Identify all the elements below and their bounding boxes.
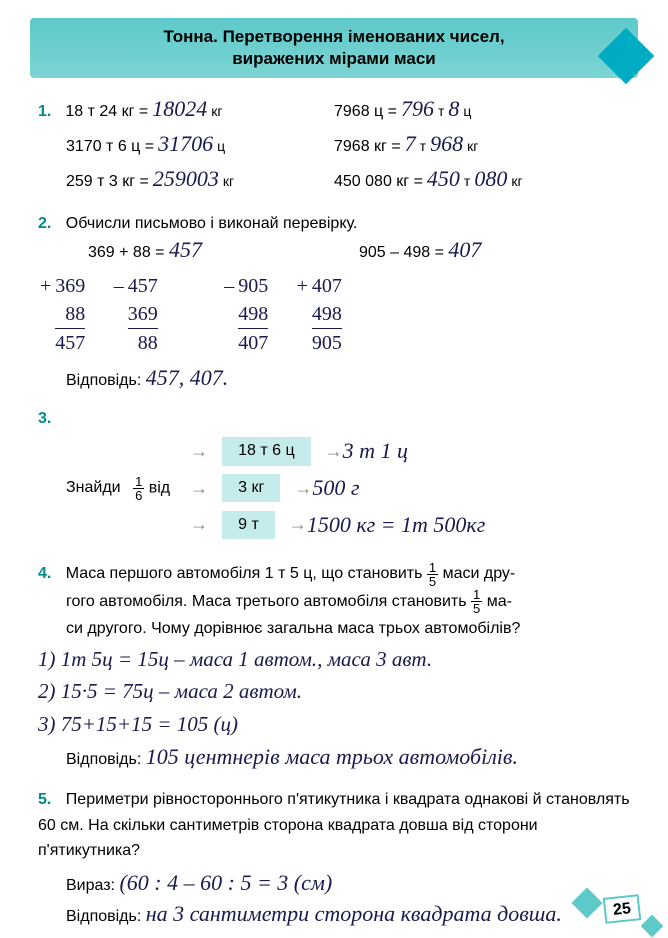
t1-r1-h2: 968 [430, 129, 463, 160]
t5-text: Периметри рівностороннього п'ятикутника … [38, 791, 630, 859]
task-2: 2. Обчисли письмово і виконай перевірку.… [38, 213, 630, 394]
t1-r0-h2: 8 [448, 94, 459, 125]
t4-t1: Маса першого автомобіля 1 т 5 ц, що стан… [66, 565, 423, 582]
t2-ans-label: Відповідь: [66, 372, 141, 389]
t4-s1: 1) 1т 5ц = 15ц – маса 1 автом., маса 3 а… [38, 645, 630, 674]
calc-1: +36988457 [40, 272, 85, 357]
task5-num: 5. [38, 791, 51, 808]
t3-r2: 1500 кг = 1т 500кг [307, 510, 485, 541]
t1-l2-h: 259003 [153, 164, 219, 195]
t1-r1-p: 7968 кг = [334, 136, 401, 158]
page-header: Тонна. Перетворення іменованих чисел, ви… [30, 18, 638, 78]
header-line2: виражених мірами маси [232, 49, 436, 68]
t3-r0: 3 т 1 ц [343, 436, 408, 467]
t1-r0-h1: 796 [401, 94, 434, 125]
t3-v1: 3 кг [222, 474, 280, 502]
t1-r0-m: т [438, 102, 444, 122]
t1-l0-p: 18 т 24 кг = [65, 101, 148, 123]
task2-num: 2. [38, 215, 51, 232]
t5-ans-label: Відповідь: [66, 908, 141, 925]
header-line1: Тонна. Перетворення іменованих чисел, [163, 27, 504, 46]
t1-r2-h1: 450 [427, 164, 460, 195]
t1-l0-h: 18024 [152, 94, 207, 125]
t1-r2-m: т [464, 172, 470, 192]
t1-r1-u: кг [467, 137, 478, 157]
task4-num: 4. [38, 565, 51, 582]
task2-title: Обчисли письмово і виконай перевірку. [66, 215, 358, 232]
t1-r2-u: кг [511, 172, 522, 192]
t1-l1-u: ц [217, 137, 225, 157]
t1-r1-m: т [420, 137, 426, 157]
t3-of: від [149, 479, 170, 496]
t3-v2: 9 т [222, 511, 275, 539]
t4-s3: 3) 75+15+15 = 105 (ц) [38, 710, 630, 739]
calc-3: –905498407 [224, 272, 268, 357]
t2-ans: 457, 407. [146, 365, 229, 390]
t2-eq1-p: 369 + 88 = [88, 244, 165, 261]
t4-ans-label: Відповідь: [66, 751, 141, 768]
t4-ans: 105 центнерів маса трьох автомобілів. [146, 744, 518, 769]
t5-ans: на 3 сантиметри сторона квадрата довша. [146, 901, 562, 926]
t3-label: Знайди [66, 479, 121, 496]
task3-num: 3. [38, 410, 51, 427]
header-title: Тонна. Перетворення іменованих чисел, ви… [50, 26, 618, 70]
t1-l1-p: 3170 т 6 ц = [66, 136, 154, 158]
t1-r0-u: ц [463, 102, 471, 122]
t1-r2-h2: 080 [474, 164, 507, 195]
t3-r1: 500 г [312, 473, 359, 504]
t5-expr: (60 : 4 – 60 : 5 = 3 (см) [119, 870, 332, 895]
t4-f1: 15 [427, 561, 438, 588]
t2-eq2-p: 905 – 498 = [359, 244, 444, 261]
t1-l0-u: кг [211, 102, 222, 122]
t1-r2-p: 450 080 кг = [334, 171, 423, 193]
t4-f2: 15 [471, 588, 482, 615]
t5-expr-label: Вираз: [66, 877, 115, 894]
t1-l2-p: 259 т 3 кг = [66, 171, 149, 193]
t2-eq1-h: 457 [169, 237, 202, 262]
t4-t2: маси дру- [443, 565, 516, 582]
calc-4: +407498905 [297, 272, 342, 357]
task-4: 4. Маса першого автомобіля 1 т 5 ц, що с… [38, 560, 630, 773]
t3-v0: 18 т 6 ц [222, 437, 311, 465]
task-1: 1. 18 т 24 кг = 18024 кг 3170 т 6 ц = 31… [38, 94, 630, 198]
t1-r0-p: 7968 ц = [334, 101, 397, 123]
t1-l1-h: 31706 [158, 129, 213, 160]
t4-s2: 2) 15·5 = 75ц – маса 2 автом. [38, 677, 630, 706]
calc-2: –45736988 [114, 272, 158, 357]
task-5: 5. Периметри рівностороннього п'ятикутни… [38, 787, 630, 929]
t2-eq2-h: 407 [448, 237, 481, 262]
t4-t5: си другого. Чому дорівнює загальна маса … [66, 620, 520, 637]
page-content: 1. 18 т 24 кг = 18024 кг 3170 т 6 ц = 31… [0, 94, 668, 929]
page-number: 25 [603, 894, 642, 924]
task-3: 3. Знайди 16 від →18 т 6 ц→3 т 1 ц →3 кг… [38, 408, 630, 547]
t4-t3: гого автомобіля. Маса третього автомобіл… [66, 593, 467, 610]
t1-r1-h1: 7 [405, 129, 416, 160]
t3-frac: 16 [133, 475, 144, 502]
task1-num: 1. [38, 101, 51, 123]
t4-t4: ма- [487, 593, 512, 610]
t1-l2-u: кг [223, 172, 234, 192]
